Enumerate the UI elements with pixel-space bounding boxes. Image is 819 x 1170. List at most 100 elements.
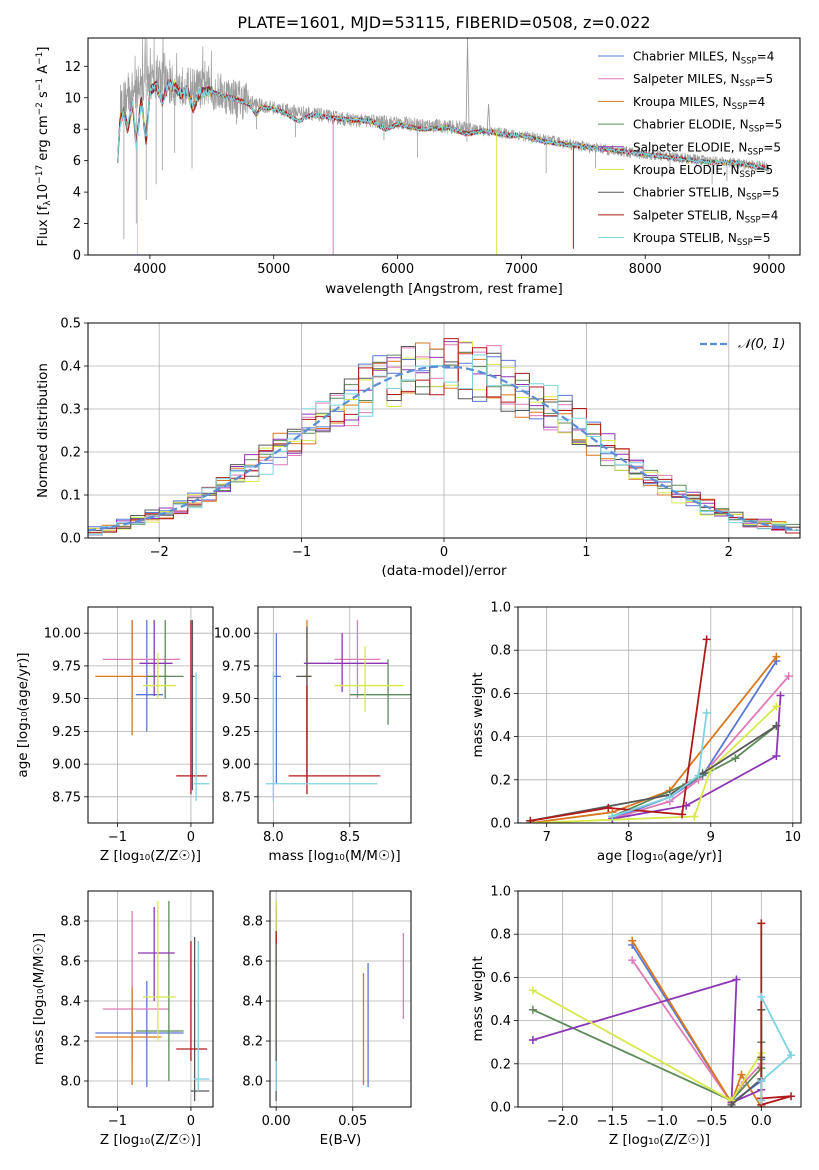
y-tick-label: 0.4 bbox=[60, 360, 81, 375]
weight-line bbox=[760, 923, 792, 1106]
x-tick-label: 0 bbox=[440, 545, 448, 560]
x-tick-label: 7 bbox=[543, 830, 551, 845]
y-tick-label: 1.0 bbox=[490, 885, 511, 900]
model-spectrum-line bbox=[117, 80, 769, 171]
y-tick-label: 0.4 bbox=[490, 1014, 511, 1029]
y-tick-label: 0.2 bbox=[490, 1057, 511, 1072]
y-tick-label: 0.2 bbox=[490, 773, 511, 788]
x-tick-label: 1 bbox=[582, 545, 590, 560]
weight-marker bbox=[698, 769, 707, 778]
y-tick-label: 0.3 bbox=[60, 403, 81, 418]
legend-subscript: SSP bbox=[737, 238, 753, 248]
x-tick-label: 8.0 bbox=[263, 830, 284, 845]
y-axis-label-part: −17 bbox=[35, 165, 45, 184]
x-axis-label: E(B-V) bbox=[320, 1132, 362, 1148]
panel-weight-vs-Z: −2.0 −1.5 −1.0 −0.5 0.0 0.0 0.2 0.4 0.6 0.8 1.0 Z [… bbox=[470, 885, 802, 1148]
legend-suffix: =5 bbox=[765, 118, 783, 132]
weight-series bbox=[608, 708, 711, 821]
y-axis-label-part: A bbox=[36, 65, 51, 78]
panel-spectrum: 4000 5000 6000 7000 8000 9000 0 2 4 6 8 10 12 wavelen… bbox=[35, 37, 801, 297]
weight-marker bbox=[732, 975, 741, 984]
y-tick-label: 8.6 bbox=[242, 955, 263, 970]
legend-subscript: SSP bbox=[749, 125, 765, 135]
x-tick-label: 0.05 bbox=[338, 1114, 367, 1129]
legend: 𝒩(0, 1) bbox=[700, 337, 785, 352]
ticks: −2.0 −1.5 −1.0 −0.5 0.0 0.0 0.2 0.4 0.6 0.8 1.0 bbox=[490, 885, 771, 1130]
weight-marker bbox=[757, 1096, 766, 1105]
legend-subscript: SSP bbox=[740, 170, 756, 180]
weight-marker bbox=[757, 919, 766, 928]
legend-text: Kroupa ELODIE, N bbox=[633, 163, 740, 177]
weight-marker bbox=[737, 1070, 746, 1079]
panel-weight-vs-age: 7 8 9 10 0.0 0.2 0.4 0.6 0.8 1.0 age [log₁₀(age/yr… bbox=[470, 601, 802, 864]
weight-marker bbox=[772, 702, 781, 711]
legend-label: Chabrier MILES, NSSP=4 bbox=[633, 50, 774, 67]
legend-suffix: =5 bbox=[763, 140, 781, 154]
ticks: 8.0 8.5 8.75 9.00 9.25 9.50 9.75 10.00 bbox=[214, 627, 360, 845]
axes-frame bbox=[517, 606, 802, 824]
ticks: −1 0 8.75 9.00 9.25 9.50 9.75 10.00 bbox=[44, 627, 195, 845]
weight-marker bbox=[772, 721, 781, 730]
legend-suffix: =4 bbox=[757, 50, 775, 64]
weight-marker bbox=[757, 1077, 766, 1086]
legend-text: Chabrier MILES, N bbox=[633, 50, 741, 64]
errorbar-point bbox=[138, 907, 175, 1001]
y-axis-label-part: −1 bbox=[35, 52, 45, 65]
x-tick-label: 5000 bbox=[257, 262, 290, 277]
y-tick-label: 6 bbox=[73, 154, 81, 169]
y-tick-label: 9.75 bbox=[222, 659, 251, 674]
plot-area bbox=[265, 620, 411, 801]
weight-marker bbox=[665, 793, 674, 802]
legend-text: Salpeter MILES, N bbox=[633, 72, 740, 86]
y-tick-label: 0.6 bbox=[490, 971, 511, 986]
ticks: 0.00 0.05 8.0 8.2 8.4 8.6 8.8 bbox=[242, 915, 367, 1130]
y-axis-label-part: s bbox=[36, 91, 51, 102]
y-tick-label: 12 bbox=[64, 60, 81, 75]
errorbar-point bbox=[349, 659, 411, 725]
y-tick-label: 8.2 bbox=[242, 1035, 263, 1050]
x-tick-label: 10 bbox=[785, 830, 802, 845]
y-tick-label: 8.8 bbox=[242, 915, 263, 930]
errorbar-point bbox=[190, 937, 210, 1101]
legend-label: Salpeter STELIB, NSSP=4 bbox=[633, 208, 778, 225]
errorbar-point bbox=[273, 633, 281, 784]
weight-marker bbox=[526, 816, 535, 823]
y-tick-label: 8.0 bbox=[60, 1075, 81, 1090]
y-tick-label: 8.4 bbox=[242, 995, 263, 1010]
errorbar-point bbox=[139, 620, 173, 697]
y-axis-label: Flux [fλ10−17 erg cm−2 s−1 A−1] bbox=[35, 47, 53, 247]
legend-label: Kroupa STELIB, NSSP=5 bbox=[633, 231, 771, 248]
weight-marker bbox=[702, 635, 711, 644]
weight-line bbox=[530, 656, 778, 823]
panel-mass-vs-ebv: 0.00 0.05 8.0 8.2 8.4 8.6 8.8 E(B-V) bbox=[242, 890, 412, 1148]
x-tick-label: 4000 bbox=[133, 262, 166, 277]
weight-marker bbox=[731, 754, 740, 763]
panel-age-vs-Z: −1 0 8.75 9.00 9.25 9.50 9.75 10.00 Z [log₁₀(Z/Z… bbox=[15, 606, 214, 864]
weight-marker bbox=[787, 1051, 796, 1060]
x-tick-label: −1 bbox=[292, 545, 311, 560]
legend-subscript: SSP bbox=[741, 57, 757, 67]
axes-frame bbox=[87, 37, 801, 256]
y-axis-label-part: erg cm bbox=[36, 115, 51, 164]
x-tick-label: 0 bbox=[187, 1114, 195, 1129]
y-tick-label: 8.8 bbox=[60, 915, 81, 930]
weight-marker bbox=[694, 771, 703, 780]
errorbar-point bbox=[193, 672, 210, 801]
y-tick-label: 1.0 bbox=[490, 601, 511, 616]
axes-frame bbox=[87, 322, 801, 539]
plot-area bbox=[117, 38, 770, 255]
errorbar-point bbox=[288, 685, 381, 795]
legend-suffix: =5 bbox=[753, 231, 771, 245]
x-tick-label: 0.0 bbox=[751, 1114, 772, 1129]
weight-marker bbox=[628, 936, 637, 945]
y-tick-label: 0.0 bbox=[60, 532, 81, 547]
x-tick-label: −2 bbox=[150, 545, 169, 560]
errorbar-point bbox=[95, 987, 162, 1085]
y-tick-label: 8.6 bbox=[60, 955, 81, 970]
legend-text: Kroupa STELIB, N bbox=[633, 231, 737, 245]
y-tick-label: 0.5 bbox=[60, 317, 81, 332]
legend-text: Chabrier ELODIE, N bbox=[633, 118, 749, 132]
y-tick-label: 9.25 bbox=[222, 725, 251, 740]
plot-area bbox=[95, 901, 210, 1101]
